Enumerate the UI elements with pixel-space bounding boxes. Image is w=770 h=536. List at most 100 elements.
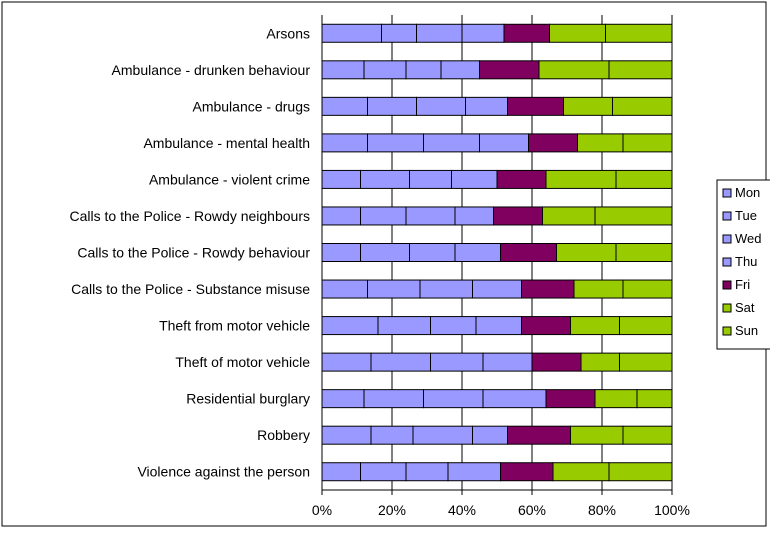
category-label: Ambulance - drunken behaviour (112, 62, 311, 78)
category-label: Theft from motor vehicle (159, 318, 310, 334)
bar-segment (472, 425, 508, 445)
x-tick-label: 20% (378, 502, 406, 518)
bar-segment (605, 23, 673, 43)
x-tick-label: 60% (518, 502, 546, 518)
bar-segment (321, 279, 368, 299)
bar-segment (503, 23, 550, 43)
category-label: Arsons (266, 25, 310, 41)
bar-segment (608, 462, 673, 482)
legend-label: Thu (735, 254, 757, 269)
bar-segment (500, 462, 554, 482)
bar-segment (507, 425, 571, 445)
bar-segment (542, 206, 596, 226)
bar-segment (580, 352, 620, 372)
legend-swatch (722, 303, 732, 313)
category-label: Violence against the person (137, 464, 310, 480)
bar-segment (573, 279, 624, 299)
category-label: Calls to the Police - Substance misuse (71, 281, 310, 297)
bar-segment (363, 389, 424, 409)
bar-segment (321, 425, 372, 445)
bar-segment (405, 206, 456, 226)
category-label: Residential burglary (186, 391, 310, 407)
bars (321, 23, 673, 482)
bar-segment (321, 352, 372, 372)
bar-segment (321, 389, 365, 409)
bar-segment (538, 60, 610, 80)
category-label: Calls to the Police - Rowdy neighbours (70, 208, 310, 224)
bar-segment (370, 425, 414, 445)
bar-segment (570, 316, 620, 336)
bar-segment (405, 60, 442, 80)
bar-segment (594, 389, 638, 409)
bar-segment (321, 96, 368, 116)
bar-segment (423, 133, 480, 153)
bar-segment (321, 243, 361, 262)
bar-segment (430, 352, 484, 372)
bar-segment (482, 352, 533, 372)
legend-label: Mon (735, 185, 760, 200)
legend-label: Tue (735, 208, 757, 223)
bar-segment (451, 169, 498, 189)
bar-segment (367, 133, 424, 153)
bar-segment (321, 316, 379, 336)
category-label: Ambulance - mental health (143, 135, 310, 151)
bar-segment (321, 133, 368, 153)
bar-segment (367, 279, 421, 299)
bar-segment (440, 60, 480, 80)
bar-segment (594, 206, 673, 226)
x-tick-label: 80% (588, 502, 616, 518)
legend-swatch (722, 211, 732, 221)
bar-segment (430, 316, 477, 336)
bar-segment (461, 23, 505, 43)
legend-swatch (722, 234, 732, 244)
bar-segment (619, 316, 673, 336)
bar-segment (423, 389, 484, 409)
bar-segment (622, 133, 673, 153)
bar-segment (370, 352, 431, 372)
bar-segment (570, 425, 624, 445)
bar-segment (405, 462, 449, 482)
legend-label: Wed (735, 231, 762, 246)
bar-segment (416, 96, 466, 116)
bar-segment (622, 425, 673, 445)
bar-segment (619, 352, 673, 372)
x-tick-label: 100% (654, 502, 690, 518)
bar-segment (479, 133, 529, 153)
x-tick-label: 40% (448, 502, 476, 518)
x-tick-label: 0% (312, 502, 332, 518)
bar-segment (545, 389, 596, 409)
bar-segment (363, 60, 407, 80)
bar-segment (500, 243, 557, 262)
bar-segment (475, 316, 522, 336)
bar-segment (545, 169, 617, 189)
category-label: Ambulance - drugs (192, 98, 310, 114)
bar-segment (409, 243, 456, 262)
bar-segment (419, 279, 473, 299)
legend-label: Sat (735, 300, 755, 315)
bar-segment (612, 96, 673, 116)
bar-segment (381, 23, 417, 43)
category-label: Ambulance - violent crime (149, 171, 310, 187)
legend-swatch (722, 257, 732, 267)
bar-segment (521, 316, 571, 336)
bar-segment (528, 133, 578, 153)
legend-label: Fri (735, 277, 750, 292)
bar-segment (556, 243, 617, 262)
bar-segment (608, 60, 673, 80)
bar-segment (321, 60, 365, 80)
bar-segment (615, 169, 673, 189)
category-label: Calls to the Police - Rowdy behaviour (77, 245, 310, 261)
bar-segment (577, 133, 624, 153)
bar-segment (622, 279, 673, 299)
bar-segment (493, 206, 543, 226)
legend-swatch (722, 280, 732, 290)
bar-segment (563, 96, 613, 116)
bar-segment (360, 243, 410, 262)
bar-segment (412, 425, 473, 445)
bar-segment (496, 169, 547, 189)
bar-segment (531, 352, 582, 372)
bar-segment (447, 462, 501, 482)
category-labels: Arsons Ambulance - drunken behaviour Ambul… (70, 25, 311, 479)
bar-segment (377, 316, 431, 336)
